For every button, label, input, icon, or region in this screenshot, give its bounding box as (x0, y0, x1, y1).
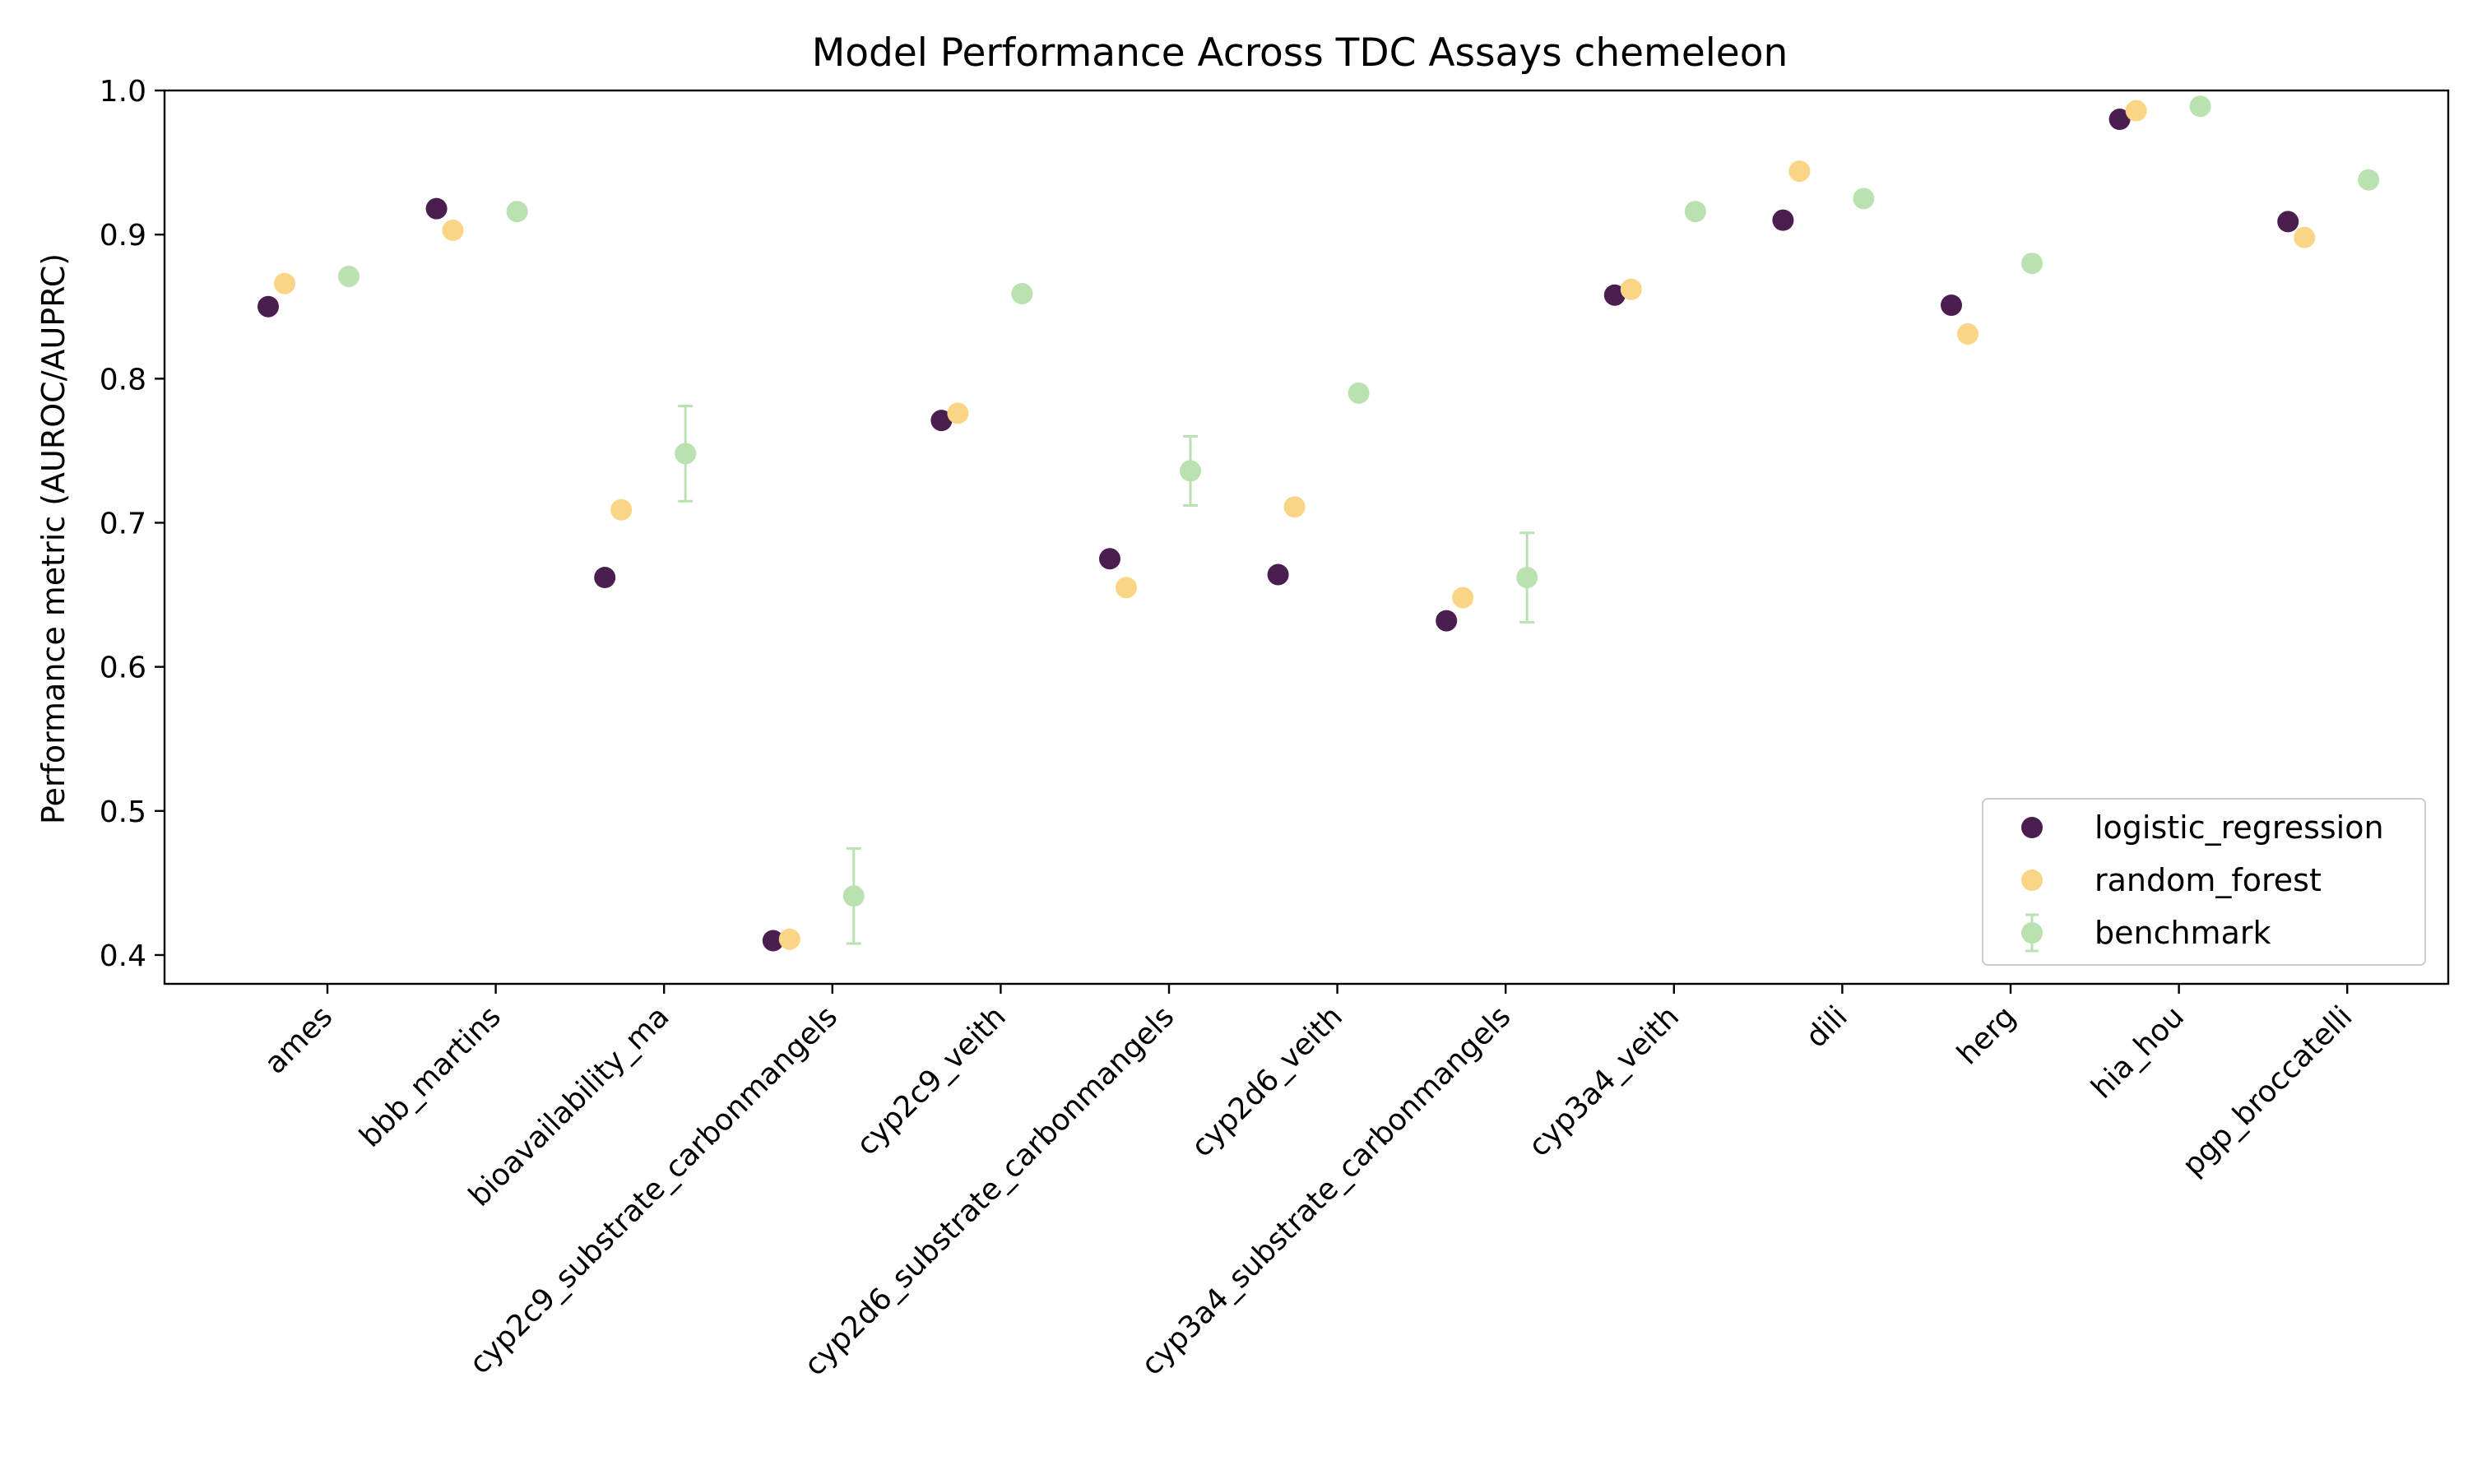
plot-frame (163, 89, 2450, 985)
legend-box (1982, 798, 2426, 966)
logistic_regression-point (2108, 109, 2131, 131)
benchmark-point (2189, 95, 2211, 118)
random_forest-point (778, 928, 800, 950)
logistic_regression-point (930, 410, 953, 432)
logistic_regression-point (1772, 209, 1794, 231)
logistic_regression-point (1436, 610, 1458, 632)
chart-title: Model Performance Across TDC Assays chem… (812, 30, 1788, 76)
logistic_regression-point (425, 197, 448, 220)
benchmark-point (1348, 382, 1370, 404)
logistic_regression-point (2277, 211, 2299, 233)
benchmark-point (2358, 169, 2380, 191)
y-tick-label: 0.9 (100, 219, 146, 253)
random_forest-point (1283, 496, 1306, 518)
benchmark-point (1516, 567, 1538, 589)
benchmark-point (338, 265, 360, 287)
random_forest-point (610, 499, 633, 521)
y-axis-label: Performance metric (AUROC/AUPRC) (35, 253, 72, 824)
y-tick-label: 0.7 (100, 507, 146, 540)
logistic_regression-point (1267, 563, 1289, 586)
legend-marker (2021, 870, 2043, 891)
y-tick-label: 0.8 (100, 363, 146, 397)
logistic_regression-point (762, 930, 784, 952)
logistic_regression-point (1941, 294, 1962, 316)
y-tick-label: 0.5 (100, 795, 146, 829)
random_forest-point (1116, 577, 1137, 599)
legend-label: benchmark (2095, 915, 2271, 951)
random_forest-point (1620, 278, 1642, 300)
y-tick-label: 0.6 (100, 652, 146, 685)
legend-label: random_forest (2095, 862, 2322, 898)
random_forest-point (1788, 160, 1811, 183)
random_forest-point (442, 219, 464, 241)
logistic_regression-point (257, 295, 279, 318)
benchmark-point (842, 885, 865, 907)
benchmark-point (1853, 188, 1875, 210)
random_forest-point (2294, 226, 2316, 248)
random_forest-point (1957, 323, 1979, 345)
logistic_regression-point (1603, 284, 1626, 306)
y-tick-label: 1.0 (100, 75, 146, 109)
benchmark-point (1684, 201, 1706, 223)
benchmark-point (506, 201, 528, 223)
legend-label: logistic_regression (2095, 809, 2384, 846)
legend-marker (2021, 922, 2043, 944)
benchmark-point (675, 443, 697, 465)
random_forest-point (2125, 100, 2147, 122)
logistic_regression-point (1099, 548, 1120, 570)
random_forest-point (1452, 587, 1474, 609)
y-tick-label: 0.4 (100, 939, 146, 973)
benchmark-point (1011, 282, 1033, 304)
random_forest-point (947, 402, 969, 424)
random_forest-point (274, 272, 295, 294)
benchmark-point (1180, 460, 1201, 482)
benchmark-point (2021, 253, 2043, 275)
legend-marker (2021, 817, 2043, 838)
legend: logistic_regression random_forest benchmar… (1982, 798, 2426, 966)
logistic_regression-point (594, 567, 616, 589)
